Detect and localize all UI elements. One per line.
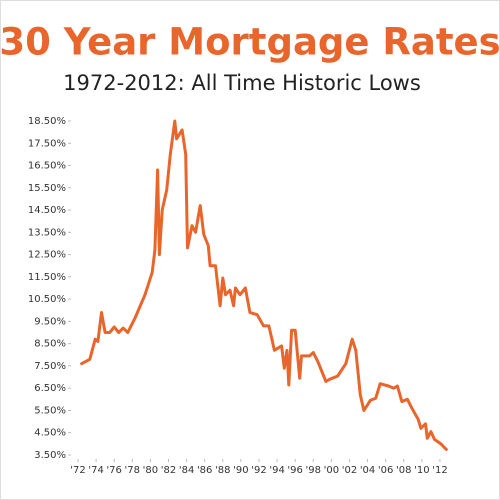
y-tick-label: 3.50%: [34, 450, 66, 461]
line: [80, 119, 448, 451]
x-tick-label: '80: [143, 465, 158, 476]
x-tick-label: '92: [251, 465, 266, 476]
x-tick-label: '86: [197, 465, 212, 476]
x-tick-label: '90: [233, 465, 248, 476]
y-tick-label: 10.50%: [28, 294, 66, 305]
x-tick-label: '74: [88, 465, 103, 476]
y-tick-label: 7.50%: [34, 361, 66, 372]
x-tick-label: '04: [360, 465, 375, 476]
chart-title: 30 Year Mortgage Rates: [0, 21, 500, 64]
x-tick-label: '78: [125, 465, 140, 476]
x-tick-label: '98: [306, 465, 321, 476]
x-tick-label: '88: [215, 465, 230, 476]
y-tick-label: 6.50%: [34, 383, 66, 394]
x-tick-label: '02: [342, 465, 357, 476]
y-tick-label: 14.50%: [28, 205, 66, 216]
y-tick-label: 12.50%: [28, 250, 66, 261]
x-tick-label: '82: [161, 465, 176, 476]
x-tick-label: '12: [432, 465, 447, 476]
y-tick-label: 9.50%: [34, 316, 66, 327]
y-tick-label: 17.50%: [28, 138, 66, 149]
y-tick-label: 18.50%: [28, 116, 66, 127]
x-tick-label: '84: [179, 465, 194, 476]
y-tick-label: 5.50%: [34, 405, 66, 416]
y-tick-label: 13.50%: [28, 227, 66, 238]
chart-subtitle: 1972-2012: All Time Historic Lows: [63, 71, 421, 95]
x-tick-label: '76: [106, 465, 121, 476]
y-tick-label: 8.50%: [34, 339, 66, 350]
x-tick-label: '10: [414, 465, 429, 476]
x-tick-label: '08: [396, 465, 411, 476]
x-tick-label: '96: [287, 465, 302, 476]
y-tick-label: 4.50%: [34, 428, 66, 439]
y-tick-label: 15.50%: [28, 183, 66, 194]
x-tick-label: '72: [70, 465, 85, 476]
x-tick-label: '94: [269, 465, 284, 476]
y-tick-label: 11.50%: [28, 272, 66, 283]
x-tick-label: '06: [378, 465, 393, 476]
x-tick-label: '00: [324, 465, 339, 476]
y-tick-label: 16.50%: [28, 161, 66, 172]
